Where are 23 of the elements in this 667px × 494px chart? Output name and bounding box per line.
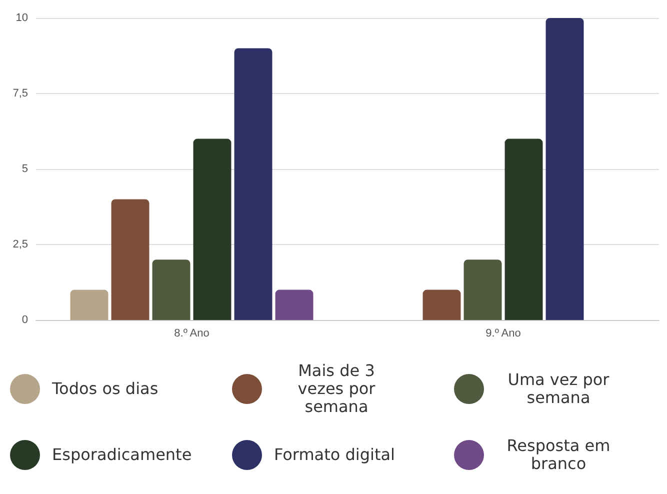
bar [275,290,314,320]
bar [70,290,108,320]
y-tick-label: 10 [16,12,28,24]
bar [234,48,272,320]
legend-label: Uma vez por semana [506,370,610,407]
y-tick-label: 0 [22,314,28,326]
bar [546,18,584,320]
legend-label: Formato digital [274,445,395,464]
legend-label: Todos os dias [52,379,158,398]
bar [422,290,461,320]
y-tick-label: 2,5 [12,238,28,250]
legend-label: Mais de 3 vezes por semana [296,361,376,416]
x-tick-label: 8.º Ano [174,328,210,340]
bar [193,138,232,320]
bar [152,260,190,320]
legend-label: Resposta em branco [506,436,612,473]
x-tick-label: 9.º Ano [486,328,521,340]
legend-label: Esporadicamente [52,445,192,464]
y-tick-label: 7,5 [12,88,28,100]
bar [504,138,543,320]
bar [111,199,150,320]
y-tick-label: 5 [22,163,28,175]
bar [464,260,502,320]
